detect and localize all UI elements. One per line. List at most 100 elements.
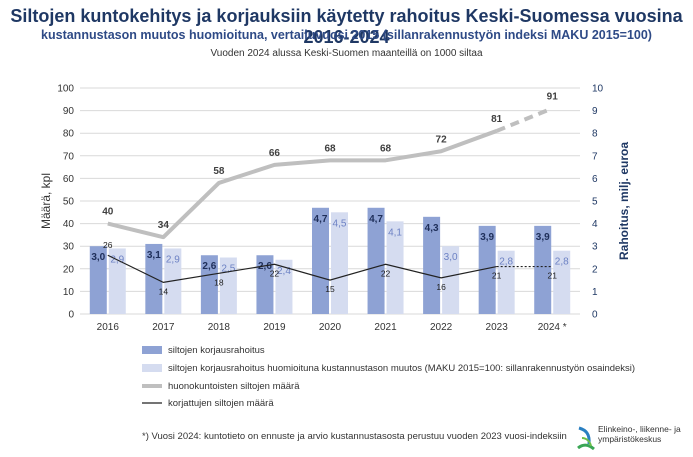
bar-value-label: 3,0 <box>444 252 458 263</box>
logo-line-2: ympäristökeskus <box>598 434 662 444</box>
y2-tick-label: 2 <box>592 264 598 275</box>
bar-value-label: 3,9 <box>536 232 550 243</box>
y2-tick-label: 3 <box>592 242 598 253</box>
legend-label: korjattujen siltojen määrä <box>168 398 274 409</box>
bar-korjausrahoitus <box>478 225 496 314</box>
line-value-label: 34 <box>158 220 170 231</box>
y2-tick-label: 9 <box>592 106 598 117</box>
bar-korjausrahoitus <box>256 255 274 314</box>
bar-value-label: 3,1 <box>147 250 161 261</box>
y-tick-label: 30 <box>63 242 75 253</box>
ely-logo-icon <box>577 426 595 451</box>
bar-value-label: 2,8 <box>499 257 513 268</box>
y2-tick-label: 1 <box>592 287 598 298</box>
legend-swatch <box>142 346 162 354</box>
bar-value-label: 4,1 <box>388 227 402 238</box>
line-value-label: 91 <box>547 91 559 102</box>
line-value-label: 16 <box>436 282 446 292</box>
bar-value-label: 2,8 <box>555 257 569 268</box>
x-tick-label: 2024 * <box>538 322 567 333</box>
legend-label: huonokuntoisten siltojen määrä <box>168 381 300 392</box>
bar-korjausrahoitus-indeksoitu <box>108 248 126 314</box>
y2-tick-label: 0 <box>592 310 598 321</box>
line-value-label: 68 <box>324 143 336 154</box>
line-value-label: 72 <box>436 134 448 145</box>
line-value-label: 18 <box>214 277 224 287</box>
footnote: *) Vuosi 2024: kuntotieto on ennuste ja … <box>142 431 567 442</box>
y-tick-label: 60 <box>63 174 75 185</box>
y2-tick-label: 5 <box>592 197 598 208</box>
bar-korjausrahoitus-indeksoitu <box>331 212 348 314</box>
x-tick-label: 2019 <box>263 322 286 333</box>
chart-subtitle: kustannustason muutos huomioituna, verta… <box>41 28 652 42</box>
legend-label: siltojen korjausrahoitus huomioituna kus… <box>168 363 635 374</box>
y-tick-label: 80 <box>63 129 75 140</box>
line-value-label: 21 <box>492 271 502 281</box>
y-tick-label: 50 <box>63 197 75 208</box>
bar-korjausrahoitus <box>200 255 218 314</box>
y-tick-label: 90 <box>63 106 75 117</box>
bar-korjausrahoitus-indeksoitu <box>386 221 404 314</box>
x-tick-label: 2017 <box>152 322 175 333</box>
bar-korjausrahoitus <box>367 207 385 314</box>
line-value-label: 22 <box>381 268 391 278</box>
y-tick-label: 40 <box>63 219 75 230</box>
y2-tick-label: 7 <box>592 151 598 162</box>
y2-axis-title: Rahoitus, milj. euroa <box>617 142 631 260</box>
bar-value-label: 2,4 <box>277 266 291 277</box>
line-huonokuntoiset <box>107 129 498 240</box>
x-tick-label: 2018 <box>208 322 231 333</box>
line-korjatut <box>107 254 497 283</box>
x-tick-label: 2022 <box>430 322 453 333</box>
bar-value-label: 4,7 <box>369 214 383 225</box>
line-value-label: 26 <box>103 240 113 250</box>
bar-value-label: 2,9 <box>166 254 180 265</box>
line-huonokuntoiset-ennuste <box>495 106 553 133</box>
x-tick-label: 2021 <box>374 322 397 333</box>
line-value-label: 40 <box>102 207 114 218</box>
bar-korjausrahoitus <box>89 246 107 314</box>
chart-title: Siltojen kuntokehitys ja korjauksiin käy… <box>10 6 683 47</box>
x-tick-label: 2023 <box>486 322 509 333</box>
y2-tick-label: 4 <box>592 219 598 230</box>
y-axis-title: Määrä, kpl <box>39 173 53 229</box>
line-value-label: 14 <box>159 286 169 296</box>
bar-korjausrahoitus <box>312 207 329 314</box>
x-tick-label: 2016 <box>97 322 120 333</box>
logo-line-1: Elinkeino-, liikenne- ja <box>598 424 681 434</box>
line-value-label: 21 <box>547 271 557 281</box>
bar-korjausrahoitus-indeksoitu <box>553 250 571 314</box>
bar-value-label: 3,9 <box>480 232 494 243</box>
legend-swatch <box>142 364 162 372</box>
y-tick-label: 0 <box>68 310 74 321</box>
bar-value-label: 4,3 <box>425 223 439 234</box>
legend-label: siltojen korjausrahoitus <box>168 345 265 356</box>
line-value-label: 15 <box>325 284 335 294</box>
bar-value-label: 2,5 <box>221 264 235 275</box>
x-tick-label: 2020 <box>319 322 342 333</box>
bar-korjausrahoitus <box>534 225 552 314</box>
ely-logo: Elinkeino-, liikenne- ja ympäristökeskus <box>576 424 688 454</box>
bar-korjausrahoitus-indeksoitu <box>442 246 460 314</box>
y2-tick-label: 10 <box>592 84 604 95</box>
y-tick-label: 20 <box>63 264 75 275</box>
bar-value-label: 2,6 <box>258 261 272 272</box>
bar-korjausrahoitus <box>423 216 441 314</box>
y2-tick-label: 6 <box>592 174 598 185</box>
bar-korjausrahoitus-indeksoitu <box>275 259 293 314</box>
bar-value-label: 4,7 <box>314 214 328 225</box>
line-value-label: 58 <box>213 166 225 177</box>
y-tick-label: 70 <box>63 151 75 162</box>
y2-tick-label: 8 <box>592 129 598 140</box>
bar-value-label: 3,0 <box>91 252 105 263</box>
line-value-label: 22 <box>270 268 280 278</box>
chart-note: Vuoden 2024 alussa Keski-Suomen maanteil… <box>210 48 483 59</box>
line-value-label: 81 <box>491 114 503 125</box>
line-value-label: 68 <box>380 143 392 154</box>
bar-korjausrahoitus <box>145 243 163 314</box>
y-tick-label: 10 <box>63 287 75 298</box>
line-value-label: 66 <box>269 148 281 159</box>
y-tick-label: 100 <box>57 84 74 95</box>
bar-value-label: 2,6 <box>202 261 216 272</box>
